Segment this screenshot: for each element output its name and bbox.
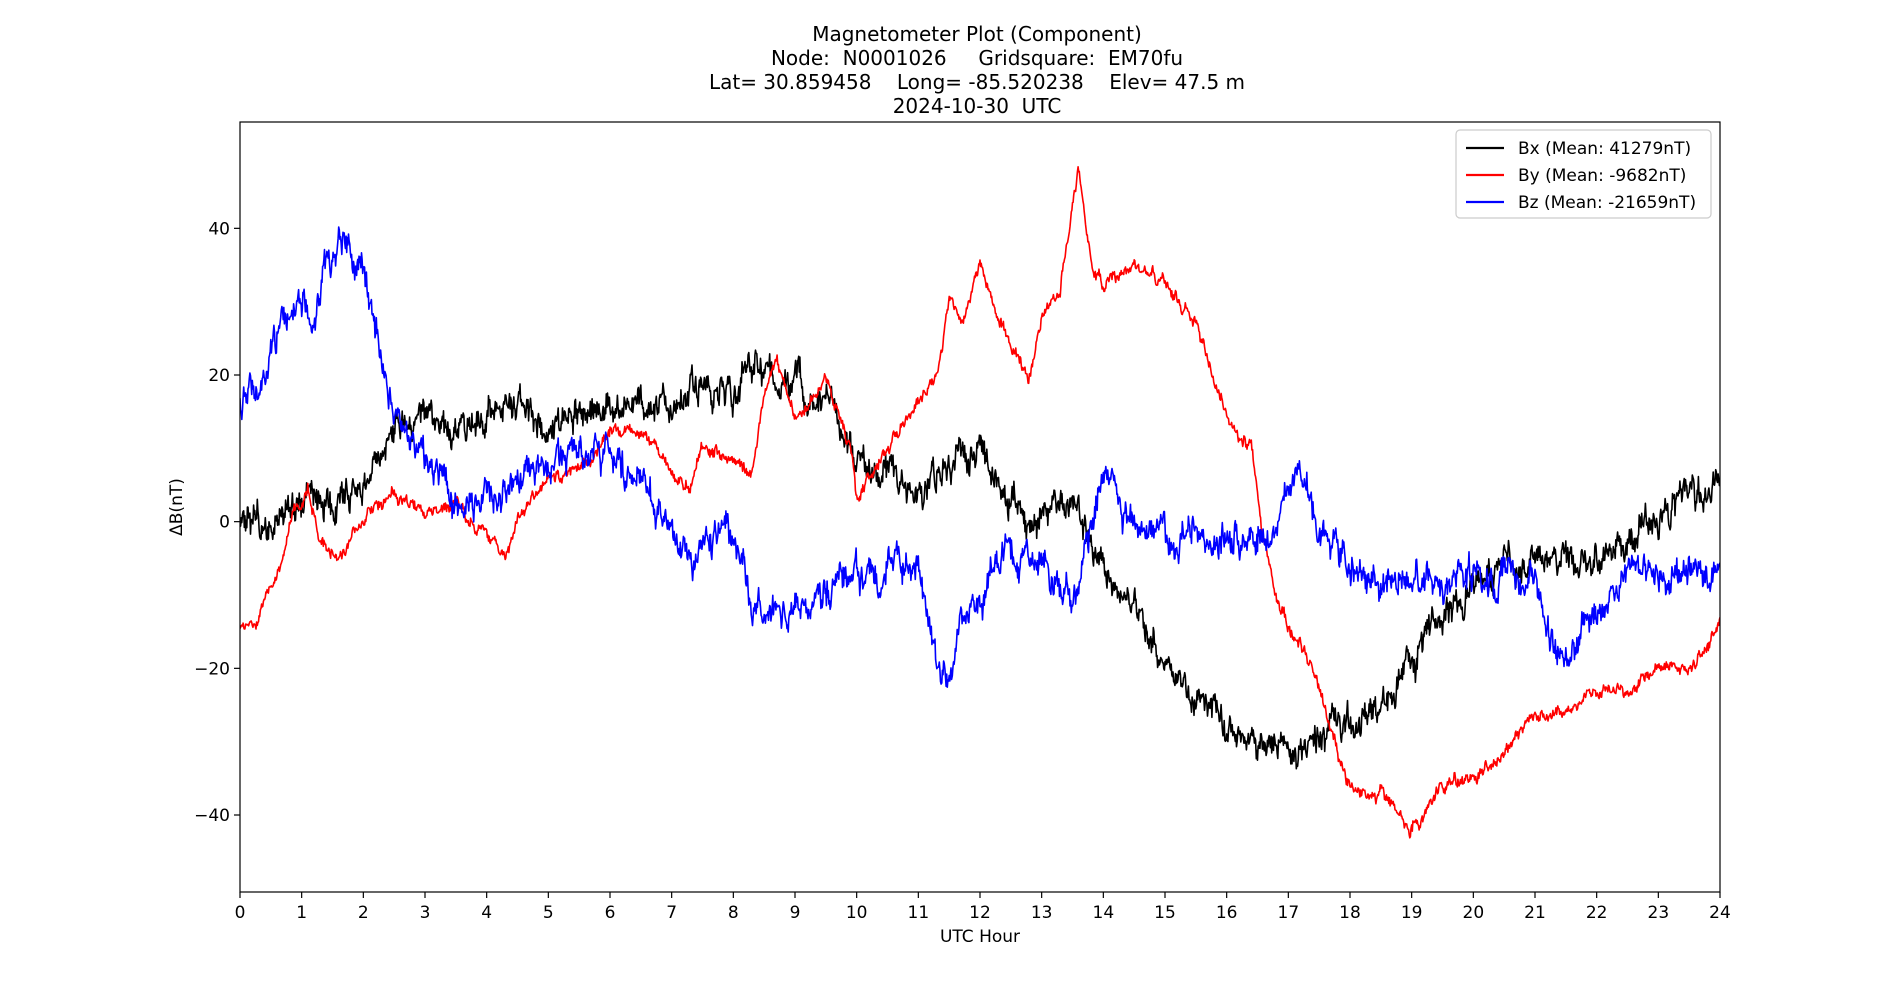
legend-entry-bx: Bx (Mean: 41279nT) bbox=[1466, 139, 1691, 159]
y-tick-label: 20 bbox=[208, 366, 230, 386]
x-tick-label: 22 bbox=[1586, 903, 1608, 923]
y-axis-label: ΔB(nT) bbox=[167, 478, 187, 536]
x-tick-label: 8 bbox=[728, 903, 739, 923]
series-bx-line bbox=[240, 349, 1720, 770]
x-tick-label: 3 bbox=[420, 903, 431, 923]
x-axis-label: UTC Hour bbox=[940, 927, 1020, 947]
x-tick-label: 17 bbox=[1278, 903, 1300, 923]
legend-label: By (Mean: -9682nT) bbox=[1518, 166, 1686, 186]
x-tick-label: 23 bbox=[1648, 903, 1670, 923]
x-tick-label: 5 bbox=[543, 903, 554, 923]
x-tick-label: 1 bbox=[296, 903, 307, 923]
title-line-1: Magnetometer Plot (Component) bbox=[812, 22, 1142, 46]
legend: Bx (Mean: 41279nT) By (Mean: -9682nT) Bz (… bbox=[1455, 129, 1712, 219]
x-tick-label: 19 bbox=[1401, 903, 1423, 923]
y-tick-label: 0 bbox=[219, 513, 230, 533]
y-tick-label: 40 bbox=[208, 219, 230, 239]
chart-title: Magnetometer Plot (Component) Node: N000… bbox=[709, 22, 1245, 118]
x-tick-label: 7 bbox=[666, 903, 677, 923]
legend-label: Bx (Mean: 41279nT) bbox=[1518, 139, 1691, 159]
x-tick-label: 6 bbox=[605, 903, 616, 923]
series-layer bbox=[240, 166, 1720, 839]
legend-entry-bz: Bz (Mean: -21659nT) bbox=[1466, 193, 1696, 213]
x-tick-label: 14 bbox=[1093, 903, 1115, 923]
legend-frame bbox=[1455, 129, 1712, 219]
title-line-4: 2024-10-30 UTC bbox=[893, 94, 1062, 118]
x-tick-label: 21 bbox=[1524, 903, 1546, 923]
y-tick-label: −20 bbox=[194, 659, 230, 679]
x-tick-label: 4 bbox=[481, 903, 492, 923]
title-line-2: Node: N0001026 Gridsquare: EM70fu bbox=[771, 46, 1183, 70]
legend-label: Bz (Mean: -21659nT) bbox=[1518, 193, 1696, 213]
x-tick-label: 18 bbox=[1339, 903, 1361, 923]
y-tick-label: −40 bbox=[194, 806, 230, 826]
x-tick-label: 9 bbox=[790, 903, 801, 923]
x-tick-label: 10 bbox=[846, 903, 868, 923]
x-tick-label: 11 bbox=[908, 903, 930, 923]
y-axis: −40 −20 0 20 40 bbox=[194, 219, 240, 826]
series-by-line bbox=[240, 166, 1720, 839]
legend-entry-by: By (Mean: -9682nT) bbox=[1466, 166, 1686, 186]
x-tick-label: 0 bbox=[235, 903, 246, 923]
x-tick-label: 24 bbox=[1709, 903, 1731, 923]
x-axis: 0 1 2 3 4 5 6 7 8 9 10 11 12 13 14 15 16 17 18 19 20 21 22 23 24 bbox=[235, 892, 1731, 923]
x-tick-label: 16 bbox=[1216, 903, 1238, 923]
title-line-3: Lat= 30.859458 Long= -85.520238 Elev= 47… bbox=[709, 70, 1245, 94]
x-tick-label: 2 bbox=[358, 903, 369, 923]
series-bz-line bbox=[240, 226, 1720, 688]
x-tick-label: 20 bbox=[1463, 903, 1485, 923]
x-tick-label: 15 bbox=[1154, 903, 1176, 923]
x-tick-label: 13 bbox=[1031, 903, 1053, 923]
x-tick-label: 12 bbox=[969, 903, 991, 923]
